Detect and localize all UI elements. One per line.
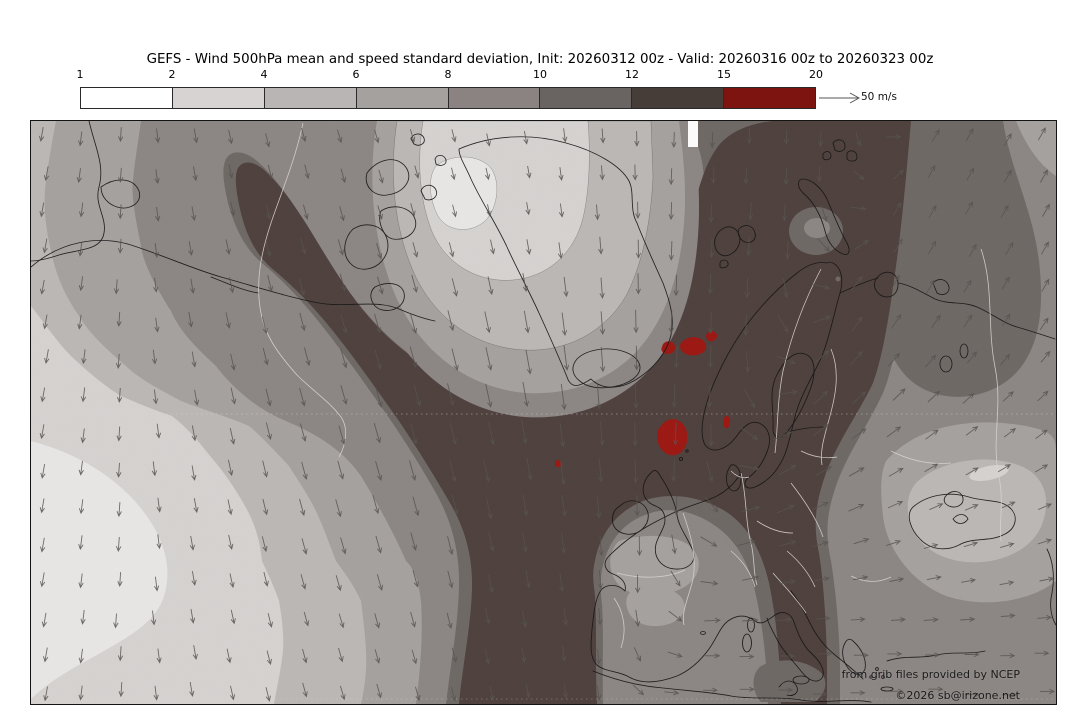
colorbar-segment <box>356 88 449 108</box>
colorbar-segment <box>448 88 541 108</box>
colorbar-tick-label: 20 <box>809 68 823 81</box>
colorbar-tick-label: 15 <box>717 68 731 81</box>
chart-title: GEFS - Wind 500hPa mean and speed standa… <box>146 52 934 67</box>
colorbar-segment <box>81 88 173 108</box>
map-panel <box>30 120 1057 705</box>
colorbar <box>80 87 816 109</box>
colorbar-tick-label: 12 <box>625 68 639 81</box>
colorbar-tick-label: 6 <box>352 68 360 81</box>
colorbar-segment <box>724 88 815 108</box>
map-canvas <box>30 120 1057 704</box>
reference-arrow-icon <box>819 92 861 104</box>
colorbar-segment <box>632 88 725 108</box>
colorbar-segment <box>540 88 633 108</box>
attribution-ncep: from grib files provided by NCEP <box>841 668 1020 681</box>
colorbar-tick-label: 8 <box>444 68 452 81</box>
reference-arrow-label: 50 m/s <box>861 91 897 103</box>
colorbar-segment <box>264 88 357 108</box>
colorbar-tick-label: 10 <box>533 68 547 81</box>
colorbar-tick-label: 2 <box>168 68 176 81</box>
colorbar-tick-label: 1 <box>76 68 84 81</box>
colorbar-tick-label: 4 <box>260 68 268 81</box>
colorbar-segment <box>172 88 265 108</box>
attribution-copyright: ©2026 sb@irizone.net <box>895 689 1020 702</box>
